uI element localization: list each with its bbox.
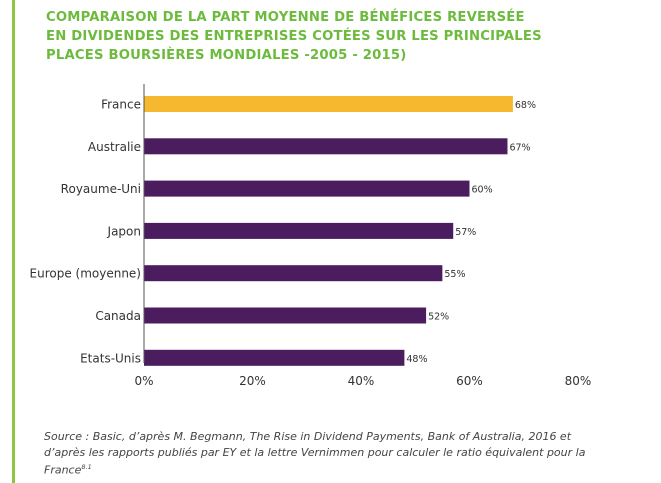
labels-group: France 68% Australie 67% Royaume-Uni 60% Japon…: [30, 98, 537, 366]
x-tick-label: 0%: [134, 374, 153, 388]
source-text: Source : Basic, d’après M. Begmann, The …: [44, 430, 586, 477]
category-label-royaume-uni: Royaume-Uni: [61, 182, 141, 196]
category-label-europe-moyenne: Europe (moyenne): [30, 267, 142, 281]
value-label-europe-moyenne: 55%: [444, 269, 465, 280]
category-label-canada: Canada: [95, 309, 141, 323]
bar-australie: [144, 138, 508, 155]
category-label-france: France: [101, 98, 141, 112]
category-label-etats-unis: Etats-Unis: [80, 351, 141, 365]
value-label-france: 68%: [515, 100, 536, 111]
x-tick-label: 60%: [456, 374, 483, 388]
bar-japon: [144, 222, 454, 239]
bar-europe-moyenne: [144, 265, 443, 282]
bar-royaume-uni: [144, 180, 470, 197]
bar-etats-unis: [144, 349, 405, 366]
value-label-japon: 57%: [455, 227, 476, 238]
category-label-australie: Australie: [88, 140, 141, 154]
value-label-etats-unis: 48%: [406, 354, 427, 365]
source-note: Source : Basic, d’après M. Begmann, The …: [44, 429, 604, 478]
bar-canada: [144, 307, 427, 324]
value-label-canada: 52%: [428, 312, 449, 323]
x-tick-label: 80%: [565, 374, 592, 388]
chart-title: COMPARAISON DE LA PART MOYENNE DE BÉNÉFI…: [46, 10, 542, 63]
bar-france: [144, 96, 513, 112]
x-tick-label: 40%: [348, 374, 375, 388]
source-footnote-marker: 8.1: [81, 463, 92, 472]
value-label-royaume-uni: 60%: [472, 185, 493, 196]
x-tick-label: 20%: [239, 374, 266, 388]
accent-line: [12, 0, 15, 483]
x-axis-ticks: 0% 20% 40% 60% 80%: [134, 374, 591, 388]
category-label-japon: Japon: [107, 224, 141, 238]
bars-group: [144, 96, 513, 366]
value-label-australie: 67%: [509, 142, 530, 153]
